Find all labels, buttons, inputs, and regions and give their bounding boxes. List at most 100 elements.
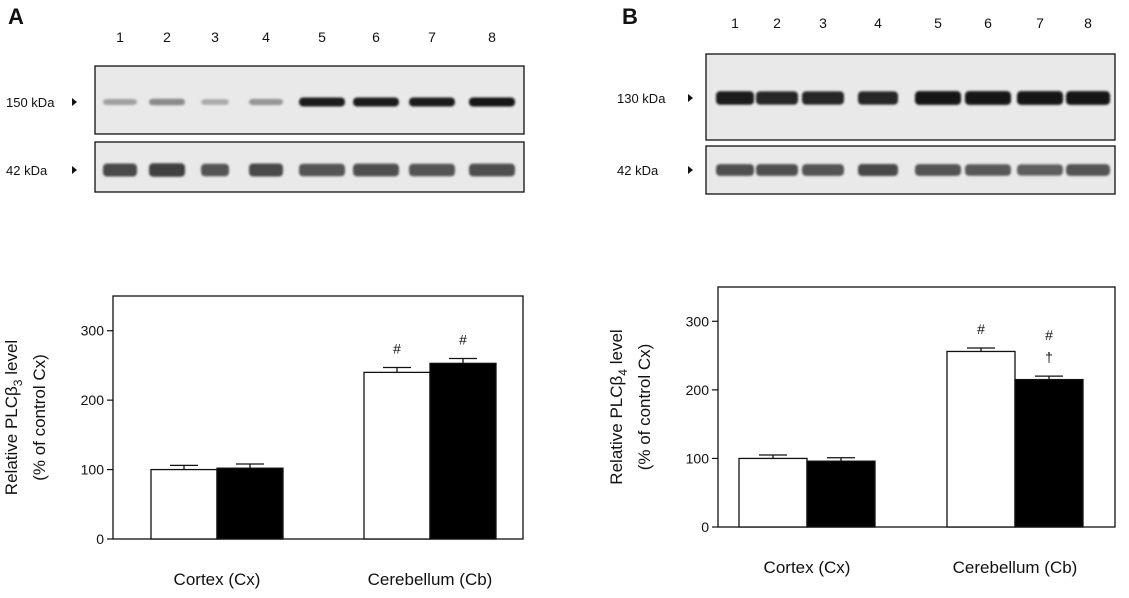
bar	[429, 362, 497, 540]
y-axis-label: Relative PLCβ3 level	[2, 340, 25, 495]
y-axis-label-subscript: 3	[11, 379, 25, 386]
y-axis-label-line2: (% of control Cx)	[635, 344, 654, 471]
y-tick-label: 100	[686, 450, 710, 466]
panel-letter-a: A	[8, 4, 24, 29]
marker-arrow-icon	[688, 94, 693, 102]
blot-band	[149, 163, 185, 177]
marker-arrow-icon	[72, 98, 77, 106]
plot-b: 0 100 200 300 Cortex (Cx) Cerebellum (Cb) # # † R…	[607, 286, 1116, 577]
category-label: Cerebellum (Cb)	[368, 570, 493, 589]
blot-band	[1066, 164, 1110, 176]
y-tick-label: 300	[686, 313, 710, 329]
plot-a: 0 100 200 300 Cortex (Cx) Cerebellum (Cb) # # Re…	[2, 295, 524, 589]
kda-label: 42 kDa	[6, 163, 48, 178]
y-axis-label: Relative PLCβ4 level	[607, 329, 630, 484]
bar	[150, 468, 218, 540]
blot-band	[965, 164, 1011, 176]
blot-band	[802, 91, 844, 105]
bar	[738, 457, 808, 528]
y-axis-label-greek: β	[2, 386, 21, 396]
blot-band	[915, 91, 961, 105]
blot-band	[469, 163, 515, 177]
blot-band	[249, 98, 283, 106]
plot-frame	[112, 295, 524, 540]
y-axis-label-line2: (% of control Cx)	[30, 354, 49, 481]
blot-band	[965, 91, 1011, 105]
blot-band	[353, 163, 399, 177]
blot-band	[756, 91, 798, 105]
kda-label: 150 kDa	[6, 95, 55, 110]
blot-band	[409, 97, 455, 107]
blot-band	[409, 163, 455, 177]
blot-band	[201, 163, 229, 177]
blot-band	[858, 164, 898, 176]
category-label: Cortex (Cx)	[764, 558, 851, 577]
blot-band	[716, 164, 754, 176]
bar	[216, 467, 284, 540]
lane-number-2: 2	[773, 15, 781, 31]
category-label: Cortex (Cx)	[174, 570, 261, 589]
kda-label: 42 kDa	[617, 163, 659, 178]
y-axis-label-subscript: 4	[616, 369, 630, 376]
lane-number-5: 5	[934, 15, 942, 31]
lane-number-4: 4	[262, 29, 270, 45]
significance-hash: #	[393, 341, 401, 357]
lane-number-6: 6	[372, 29, 380, 45]
bar	[363, 371, 431, 540]
blot-band	[858, 91, 898, 105]
plot-frame	[717, 286, 1116, 528]
blot-band	[149, 98, 185, 106]
significance-hash: #	[1045, 327, 1053, 343]
y-tick-label: 300	[81, 323, 105, 339]
blot-band	[756, 164, 798, 176]
blot-band	[103, 98, 137, 106]
bar	[1014, 378, 1084, 528]
kda-label: 130 kDa	[617, 91, 666, 106]
lane-number-7: 7	[1036, 15, 1044, 31]
lane-number-7: 7	[428, 29, 436, 45]
blot-band	[1017, 91, 1063, 105]
y-tick-label: 0	[96, 531, 104, 547]
lane-number-8: 8	[488, 29, 496, 45]
lane-number-2: 2	[163, 29, 171, 45]
blot-band	[299, 163, 345, 177]
y-axis-label-greek: β	[607, 375, 626, 385]
category-label: Cerebellum (Cb)	[953, 558, 1078, 577]
y-axis-label-suffix: level	[2, 340, 21, 380]
blot-band	[249, 163, 283, 177]
y-axis-label-prefix: Relative PLC	[2, 396, 21, 495]
blot-band	[802, 164, 844, 176]
blot-band	[469, 97, 515, 107]
blot-band	[1017, 164, 1063, 176]
lane-number-1: 1	[116, 29, 124, 45]
lane-number-5: 5	[318, 29, 326, 45]
y-axis-label-suffix: level	[607, 329, 626, 369]
blot-band	[299, 97, 345, 107]
significance-hash: #	[977, 321, 985, 337]
blot-band	[1066, 91, 1110, 105]
bar	[806, 460, 876, 528]
y-tick-label: 200	[81, 392, 105, 408]
marker-arrow-icon	[688, 166, 693, 174]
bar	[946, 350, 1016, 528]
y-tick-label: 0	[701, 519, 709, 535]
blot-band	[353, 97, 399, 107]
y-tick-label: 100	[81, 462, 105, 478]
blot-band	[716, 91, 754, 105]
lane-number-4: 4	[874, 15, 882, 31]
significance-hash: #	[459, 331, 467, 347]
blot-band	[915, 164, 961, 176]
lane-number-1: 1	[731, 15, 739, 31]
panel-a: A 1 2 3 4 5 6 7 8 150 kDa 42 kDa 0 100 200 300 Cortex…	[2, 4, 525, 589]
blot-band	[201, 99, 229, 105]
blot-a: 1 2 3 4 5 6 7 8 150 kDa 42 kDa	[6, 29, 525, 193]
blot-b: 1 2 3 4 5 6 7 8 130 kDa 42 kDa	[617, 15, 1116, 195]
y-tick-label: 200	[686, 382, 710, 398]
lane-number-6: 6	[984, 15, 992, 31]
y-axis-label-prefix: Relative PLC	[607, 385, 626, 484]
marker-arrow-icon	[72, 166, 77, 174]
panel-b: B 1 2 3 4 5 6 7 8 130 kDa 42 kDa 0 100 200 300 Cortex…	[607, 4, 1116, 577]
lane-number-8: 8	[1084, 15, 1092, 31]
significance-dagger: †	[1045, 349, 1053, 365]
